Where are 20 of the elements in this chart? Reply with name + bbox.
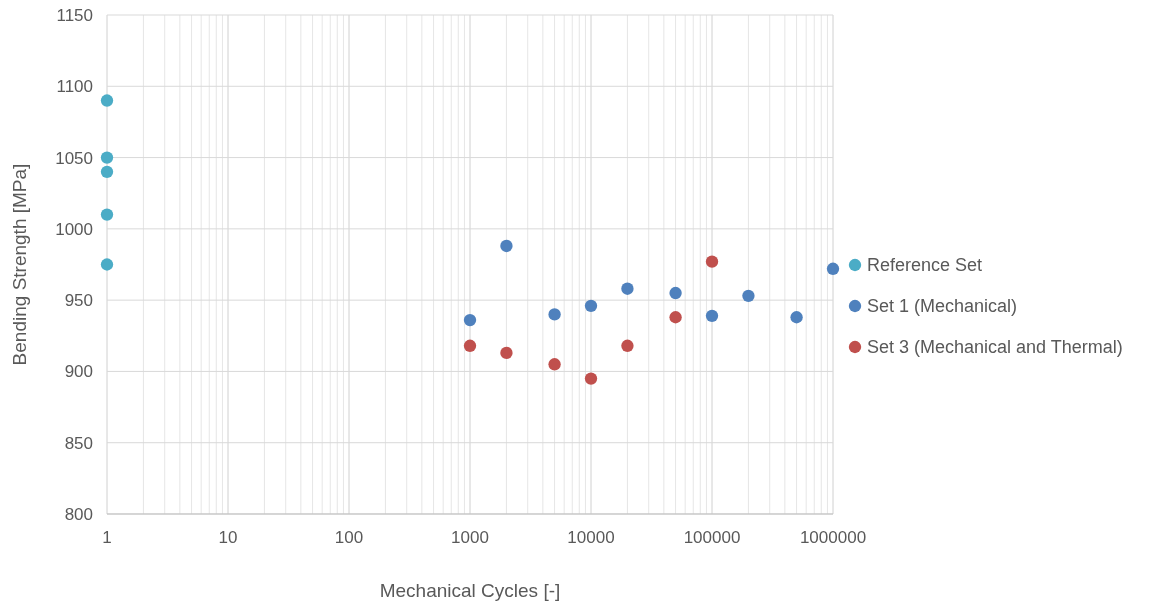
x-tick-label: 10000 [567, 528, 615, 547]
x-tick-label: 10 [218, 528, 238, 547]
y-tick-label: 950 [64, 291, 93, 311]
y-tick-label: 1000 [55, 219, 93, 239]
x-tick-label: 100000 [683, 528, 741, 547]
x-tick-label: 1 [102, 528, 112, 547]
legend-label: Set 1 (Mechanical) [867, 296, 1018, 316]
y-tick-label: 1050 [55, 148, 93, 168]
y-tick-label: 850 [64, 433, 93, 453]
y-tick-label: 1100 [56, 77, 93, 97]
x-tick-label: 100 [334, 528, 364, 547]
x-tick-label: 1000000 [799, 528, 867, 547]
y-tick-label: 900 [64, 362, 93, 382]
y-tick-label: 800 [64, 505, 93, 524]
x-axis-title: Mechanical Cycles [-] [379, 580, 561, 601]
legend-label: Reference Set [867, 255, 983, 275]
x-tick-label: 1000 [451, 528, 489, 547]
y-tick-label: 1150 [56, 6, 93, 25]
y-axis-title: Bending Strength [MPa] [9, 163, 30, 366]
legend-label: Set 3 (Mechanical and Thermal) [867, 337, 1123, 357]
